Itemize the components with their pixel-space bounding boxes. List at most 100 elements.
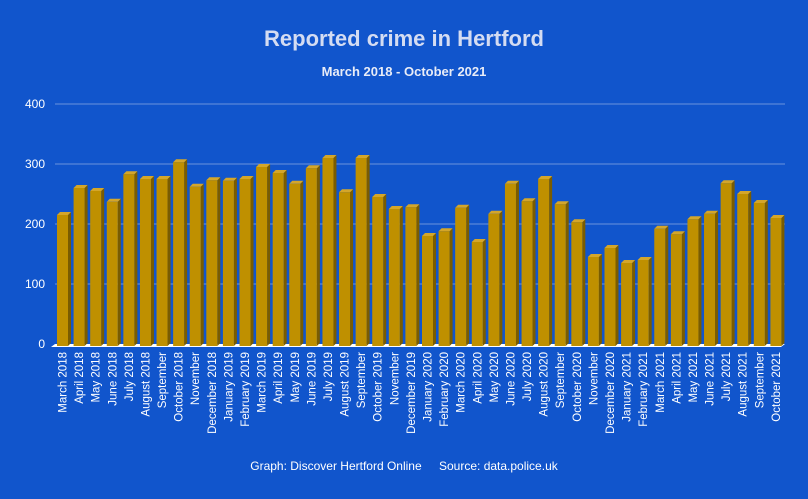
bar-top: [753, 200, 768, 203]
bar-side: [698, 216, 702, 346]
x-tick-label: February 2019: [240, 352, 252, 427]
bar: [571, 222, 583, 346]
bar-side: [383, 194, 387, 346]
bar-top: [173, 159, 188, 163]
bar-side: [300, 180, 304, 346]
bar-top: [571, 219, 586, 223]
x-tick-label: December 2019: [406, 352, 418, 434]
bar: [720, 183, 732, 346]
bar: [438, 231, 450, 346]
bar: [471, 242, 483, 346]
bar: [538, 179, 550, 346]
bar-top: [222, 177, 237, 181]
x-tick-label: March 2020: [456, 352, 468, 413]
bar-side: [101, 188, 105, 346]
y-tick-label: 100: [25, 277, 45, 291]
bar-top: [488, 210, 503, 214]
bar-side: [233, 177, 237, 346]
bar: [670, 234, 682, 346]
bar: [272, 173, 284, 346]
x-tick-label: April 2018: [74, 352, 86, 404]
y-tick-label: 300: [25, 157, 45, 171]
x-tick-label: May 2018: [91, 352, 103, 403]
bar-side: [68, 212, 71, 346]
bar-side: [648, 257, 652, 346]
x-tick-label: May 2019: [290, 352, 302, 403]
bar-side: [532, 198, 536, 346]
bar-top: [455, 204, 470, 208]
bar: [305, 168, 317, 346]
bar: [621, 263, 633, 346]
x-tick-label: November: [190, 352, 202, 405]
bar-side: [715, 210, 719, 346]
bar-top: [737, 191, 752, 194]
x-tick-label: January 2020: [423, 352, 435, 422]
bar-top: [654, 225, 669, 229]
x-tick-label: June 2018: [107, 352, 119, 406]
bar-side: [515, 180, 519, 346]
graph-credit: Graph: Discover Hertford Online: [250, 459, 422, 473]
bar-side: [366, 155, 370, 346]
chart-footer: Graph: Discover Hertford Online Source: …: [0, 459, 808, 473]
bar-side: [84, 185, 88, 346]
bar-top: [73, 185, 88, 188]
bar-side: [764, 200, 768, 346]
bar-top: [720, 180, 735, 184]
bar-side: [681, 231, 685, 346]
bar: [521, 201, 533, 346]
x-tick-label: June 2020: [505, 352, 517, 406]
bar: [654, 228, 666, 346]
x-tick-label: March 2019: [257, 352, 269, 413]
bar-top: [637, 257, 652, 260]
bar-top: [621, 260, 636, 263]
bar: [173, 162, 185, 346]
x-tick-label: February 2020: [439, 352, 451, 427]
bar-side: [117, 198, 121, 346]
bar: [587, 257, 599, 346]
bar-top: [438, 228, 453, 232]
bar: [322, 158, 334, 346]
bar-top: [305, 165, 320, 169]
bar-top: [538, 176, 553, 179]
bar-top: [405, 204, 420, 208]
x-tick-label: July 2020: [522, 352, 534, 401]
bar: [256, 167, 268, 346]
bar-side: [134, 171, 138, 346]
x-tick-label: September: [356, 352, 368, 408]
bar: [405, 207, 417, 346]
bar-side: [582, 219, 586, 346]
x-tick-label: December 2018: [207, 352, 219, 434]
bar-side: [466, 204, 470, 346]
bar-top: [206, 177, 221, 181]
bar: [57, 215, 68, 346]
x-tick-label: August 2018: [140, 352, 152, 417]
bar-side: [665, 225, 669, 346]
bar-top: [322, 155, 337, 158]
bar: [455, 207, 467, 346]
bar-side: [482, 239, 486, 346]
bar-side: [748, 191, 752, 346]
bar-side: [267, 164, 271, 346]
x-tick-label: October 2018: [174, 352, 186, 422]
bar-top: [189, 183, 204, 187]
x-tick-label: April 2021: [671, 352, 683, 404]
bar-side: [150, 176, 154, 346]
bar-top: [139, 176, 154, 179]
bar-side: [333, 155, 337, 346]
bar: [106, 201, 118, 346]
y-tick-label: 200: [25, 217, 45, 231]
chart-title: Reported crime in Hertford: [264, 26, 544, 51]
bar: [388, 209, 400, 346]
bar: [372, 197, 384, 346]
bar-top: [604, 245, 619, 248]
x-tick-label: August 2019: [340, 352, 352, 417]
x-tick-label: June 2019: [306, 352, 318, 406]
bar-top: [471, 239, 486, 242]
bar-top: [670, 231, 685, 235]
x-tick-label: May 2020: [489, 352, 501, 403]
bar: [206, 180, 218, 346]
bar-top: [521, 198, 536, 202]
bar: [123, 174, 135, 346]
y-tick-label: 400: [25, 97, 45, 111]
bar-side: [350, 189, 354, 346]
